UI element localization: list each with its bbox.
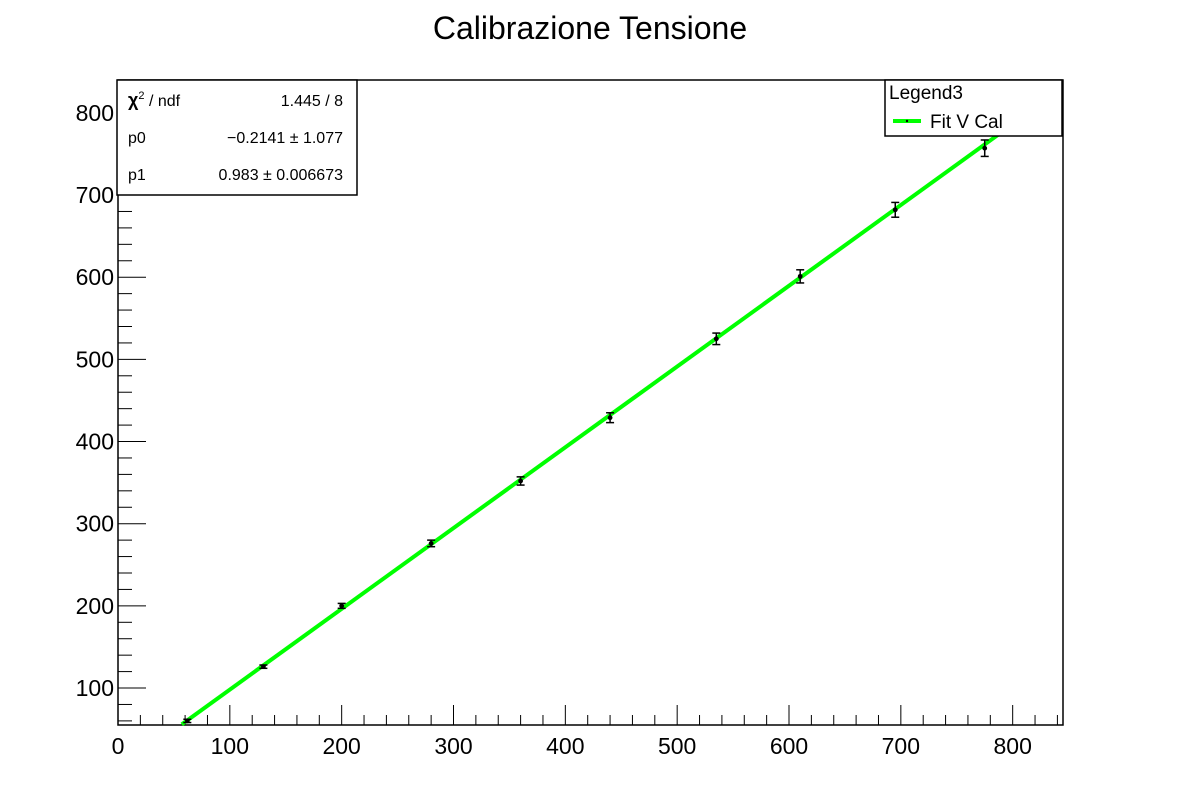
y-tick-label: 200: [76, 593, 114, 619]
x-tick-label: 600: [770, 733, 808, 759]
p1-label: p1: [128, 167, 146, 184]
point-marker: [184, 718, 190, 724]
legend-entry: Fit V Cal: [930, 112, 1003, 133]
ndf-label: / ndf: [145, 93, 181, 110]
y-tick-label: 800: [76, 100, 114, 126]
data-point: [516, 476, 525, 486]
x-tick-label: 300: [434, 733, 472, 759]
point-marker: [982, 145, 988, 151]
p0-label: p0: [128, 130, 146, 147]
y-tick-label: 700: [76, 182, 114, 208]
point-marker: [713, 336, 719, 342]
chi2-superscript: 2: [138, 90, 144, 102]
point-marker: [797, 273, 803, 279]
point-marker: [607, 415, 613, 421]
x-axis: 0 100 200 300 400 500 600 700 800: [112, 705, 1058, 759]
legend-swatch-marker: [905, 119, 909, 123]
stats-box: χ2 / ndf 1.445 / 8 p0 −0.2141 ± 1.077 p1…: [116, 79, 358, 196]
chi2-label: χ2 / ndf: [128, 90, 181, 110]
chi2-value: 1.445 / 8: [281, 93, 343, 110]
x-tick-label: 500: [658, 733, 696, 759]
y-tick-label: 100: [76, 675, 114, 701]
fit-line: [180, 118, 1020, 726]
point-marker: [260, 664, 266, 670]
data-point: [427, 539, 436, 548]
data-point: [796, 269, 805, 284]
data-point: [712, 332, 721, 346]
point-marker: [428, 541, 434, 546]
data-point: [259, 664, 268, 670]
chi2-symbol: χ: [128, 90, 139, 110]
data-point: [183, 718, 192, 724]
x-tick-label: 700: [882, 733, 920, 759]
data-points: [183, 139, 989, 724]
p0-value: −0.2141 ± 1.077: [227, 130, 343, 147]
point-marker: [518, 478, 524, 484]
y-tick-label: 500: [76, 346, 114, 372]
y-tick-label: 400: [76, 429, 114, 455]
data-point: [337, 602, 346, 610]
x-tick-label: 400: [546, 733, 584, 759]
data-point: [891, 201, 900, 218]
point-marker: [339, 603, 345, 609]
plot-frame: [117, 79, 1064, 726]
y-axis: 100 200 300 400 500 600 700 800: [76, 79, 146, 722]
y-tick-label: 300: [76, 511, 114, 537]
stats-box-frame: [116, 79, 358, 196]
data-point: [606, 412, 615, 424]
legend-frame: [884, 79, 1063, 137]
x-tick-label: 0: [112, 733, 125, 759]
chart-title: Calibrazione Tensione: [433, 10, 747, 46]
point-marker: [892, 207, 898, 213]
legend-title: Legend3: [889, 83, 963, 104]
x-tick-label: 800: [993, 733, 1031, 759]
legend: Legend3 Fit V Cal: [884, 79, 1063, 137]
y-tick-label: 600: [76, 264, 114, 290]
p1-value: 0.983 ± 0.006673: [219, 167, 344, 184]
x-tick-label: 200: [322, 733, 360, 759]
data-point: [980, 139, 989, 158]
x-tick-label: 100: [211, 733, 249, 759]
